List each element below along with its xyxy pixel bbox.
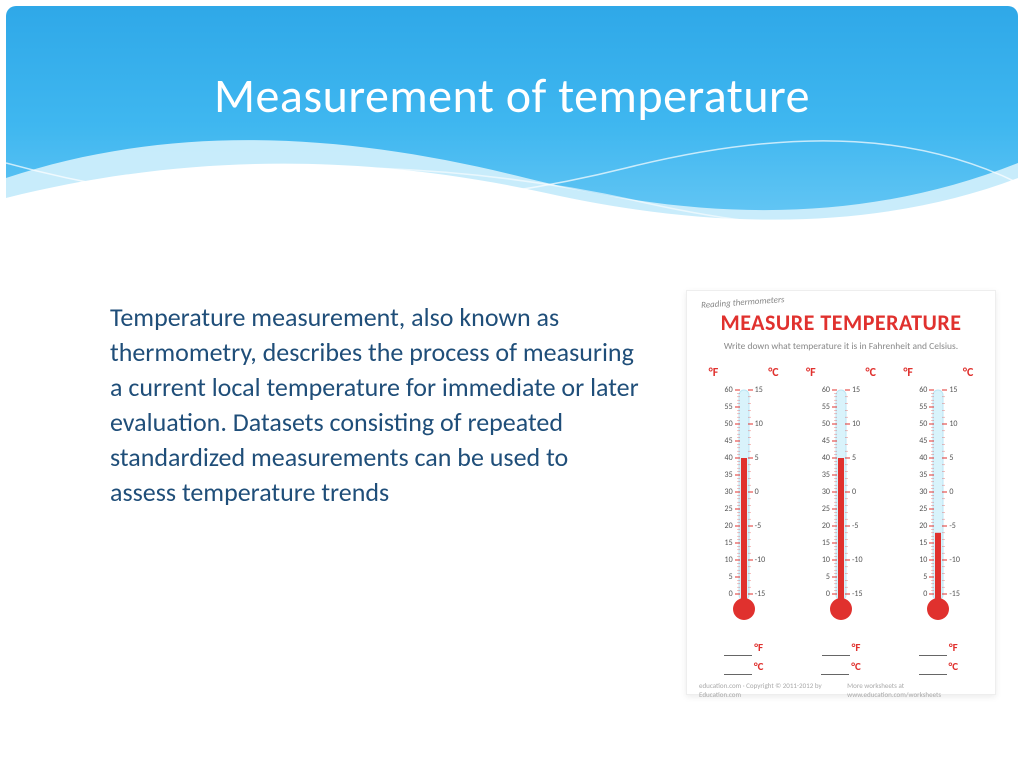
wave-graphic-icon xyxy=(6,108,1018,246)
blank-line-row: °C xyxy=(893,656,983,675)
blank-line-row: °F xyxy=(699,637,789,656)
thermo-unit-labels: °F °C xyxy=(893,366,983,380)
blank-line-row: °F xyxy=(796,637,886,656)
unit-c-label: °C xyxy=(963,366,973,380)
unit-f-label: °F xyxy=(806,366,816,380)
blank-line-row: °C xyxy=(796,656,886,675)
blank-column: °F °C xyxy=(699,637,789,675)
header-band: Measurement of temperature xyxy=(6,6,1018,246)
thermo-svg-wrap xyxy=(796,384,886,631)
blank-unit-label: °F xyxy=(949,641,958,654)
blank-line xyxy=(724,646,752,656)
blank-line xyxy=(822,646,850,656)
thermo-unit-labels: °F °C xyxy=(699,366,789,380)
blank-line-row: °F xyxy=(893,637,983,656)
header-gradient xyxy=(6,6,1018,246)
unit-c-label: °C xyxy=(866,366,876,380)
blank-line-row: °C xyxy=(699,656,789,675)
thermo-unit-labels: °F °C xyxy=(796,366,886,380)
blank-unit-label: °C xyxy=(754,660,764,673)
blank-line xyxy=(821,665,849,675)
blank-line xyxy=(724,665,752,675)
slide: Measurement of temperature Temperature m… xyxy=(0,0,1024,768)
blanks-row: °F °C °F °C °F °C xyxy=(695,637,987,675)
thermometer-icon xyxy=(893,384,983,629)
worksheet-image: Reading thermometers MEASURE TEMPERATURE… xyxy=(686,290,996,695)
unit-f-label: °F xyxy=(903,366,913,380)
blank-line xyxy=(919,646,947,656)
blank-column: °F °C xyxy=(796,637,886,675)
thermometer-row: °F°C051015202530354045505560-15-10-50510… xyxy=(695,366,987,631)
thermo-svg-wrap xyxy=(699,384,789,631)
worksheet-title: MEASURE TEMPERATURE xyxy=(695,309,987,336)
blank-line xyxy=(919,665,947,675)
unit-f-label: °F xyxy=(709,366,719,380)
body-text: Temperature measurement, also known as t… xyxy=(110,300,640,511)
slide-title: Measurement of temperature xyxy=(6,66,1018,125)
footer-right: More worksheets at www.education.com/wor… xyxy=(847,681,983,699)
worksheet-footer: education.com · Copyright © 2011-2012 by… xyxy=(695,681,987,699)
thermometer: °F°C051015202530354045505560-15-10-50510… xyxy=(893,366,983,631)
thermometer: °F°C051015202530354045505560-15-10-50510… xyxy=(796,366,886,631)
blank-unit-label: °C xyxy=(949,660,959,673)
worksheet-subtitle: Write down what temperature it is in Fah… xyxy=(695,340,987,352)
thermometer-icon xyxy=(699,384,789,629)
blank-unit-label: °C xyxy=(851,660,861,673)
blank-column: °F °C xyxy=(893,637,983,675)
unit-c-label: °C xyxy=(768,366,778,380)
blank-unit-label: °F xyxy=(754,641,763,654)
thermometer-icon xyxy=(796,384,886,629)
thermo-svg-wrap xyxy=(893,384,983,631)
blank-unit-label: °F xyxy=(852,641,861,654)
footer-left: education.com · Copyright © 2011-2012 by… xyxy=(699,681,847,699)
thermometer: °F°C051015202530354045505560-15-10-50510… xyxy=(699,366,789,631)
